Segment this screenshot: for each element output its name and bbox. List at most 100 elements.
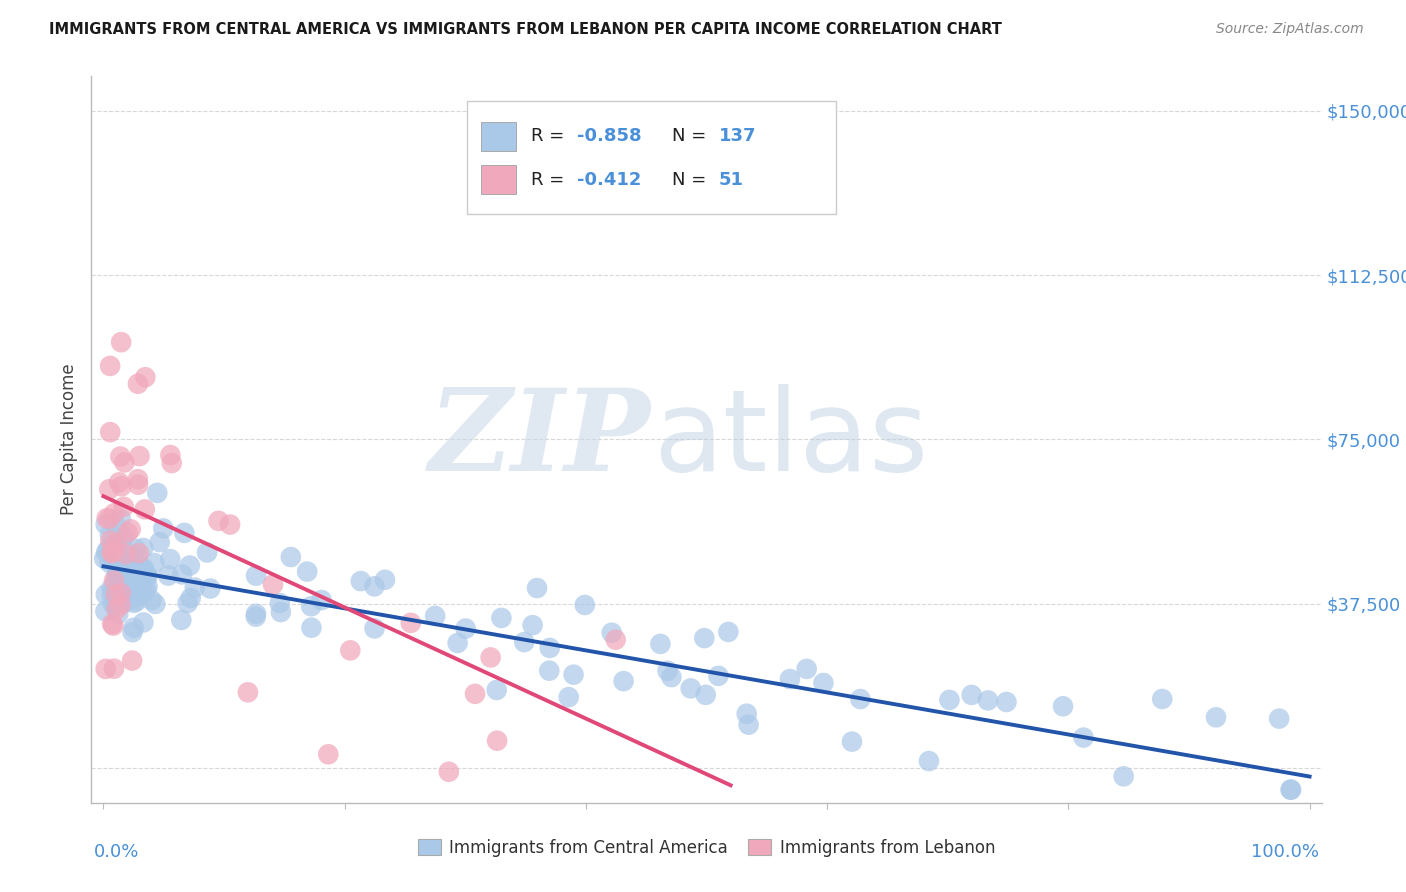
Point [146, 486, 169, 500]
Point [613, 674, 636, 689]
Point [143, 556, 166, 570]
Point [1073, 731, 1095, 745]
Text: N =: N = [672, 128, 711, 145]
Point [172, 567, 194, 582]
Point [124, 590, 146, 604]
Point [179, 558, 201, 573]
Point [105, 602, 128, 616]
Point [94, 662, 117, 676]
Point [94, 588, 117, 602]
Point [135, 568, 157, 582]
Point [103, 662, 125, 676]
Point [849, 692, 872, 706]
Point [128, 449, 150, 463]
Point [841, 734, 863, 748]
Point [693, 631, 716, 645]
Point [125, 594, 148, 608]
Point [301, 621, 323, 635]
Point [236, 685, 259, 699]
Text: ZIP: ZIP [429, 384, 651, 495]
Point [796, 662, 818, 676]
Point [121, 654, 143, 668]
Point [141, 593, 163, 607]
Point [562, 667, 585, 681]
Point [115, 566, 138, 580]
Point [122, 621, 145, 635]
Point [574, 598, 596, 612]
Point [1279, 782, 1302, 797]
Point [295, 565, 318, 579]
Point [104, 596, 127, 610]
Point [105, 588, 128, 602]
Point [112, 500, 135, 514]
Point [374, 573, 396, 587]
Point [136, 579, 159, 593]
Point [1052, 699, 1074, 714]
Point [114, 455, 136, 469]
Point [94, 517, 117, 532]
Point [132, 541, 155, 555]
Point [152, 521, 174, 535]
Point [98, 482, 121, 496]
Text: atlas: atlas [654, 384, 929, 495]
Point [350, 574, 373, 588]
Point [399, 615, 422, 630]
Point [149, 535, 172, 549]
Point [112, 558, 135, 572]
Point [110, 532, 132, 546]
Point [100, 533, 122, 548]
Point [299, 599, 322, 614]
Point [735, 706, 758, 721]
Point [526, 581, 548, 595]
Point [977, 693, 1000, 707]
Point [363, 579, 385, 593]
Point [121, 564, 143, 578]
Point [600, 625, 623, 640]
Point [363, 622, 385, 636]
Point [120, 522, 142, 536]
Point [1152, 692, 1174, 706]
Point [486, 733, 509, 747]
Point [110, 450, 132, 464]
Point [491, 611, 513, 625]
Point [128, 546, 150, 560]
FancyBboxPatch shape [481, 165, 516, 194]
Point [157, 568, 180, 582]
Point [98, 512, 121, 526]
Point [124, 541, 146, 556]
Text: Source: ZipAtlas.com: Source: ZipAtlas.com [1216, 22, 1364, 37]
Point [117, 525, 139, 540]
Point [101, 546, 124, 560]
Point [813, 676, 835, 690]
Point [180, 591, 202, 605]
Point [101, 537, 124, 551]
Point [280, 549, 302, 564]
Point [245, 568, 267, 582]
Point [96, 543, 118, 558]
Point [132, 615, 155, 630]
Point [107, 607, 129, 621]
Point [98, 425, 121, 439]
Point [114, 568, 136, 582]
Point [105, 536, 128, 550]
Point [103, 574, 125, 588]
Point [127, 477, 149, 491]
Point [717, 624, 740, 639]
Point [143, 597, 166, 611]
Text: N =: N = [672, 170, 711, 189]
Point [114, 595, 136, 609]
Point [135, 582, 157, 597]
Point [437, 764, 460, 779]
Point [98, 359, 121, 373]
Point [112, 566, 135, 581]
Point [245, 607, 267, 621]
Point [184, 581, 207, 595]
Point [269, 596, 291, 610]
Text: 51: 51 [718, 170, 744, 189]
Point [339, 643, 361, 657]
Point [114, 547, 136, 561]
Text: R =: R = [530, 128, 569, 145]
Legend: Immigrants from Central America, Immigrants from Lebanon: Immigrants from Central America, Immigra… [411, 832, 1002, 863]
Point [120, 558, 142, 572]
Point [538, 664, 561, 678]
